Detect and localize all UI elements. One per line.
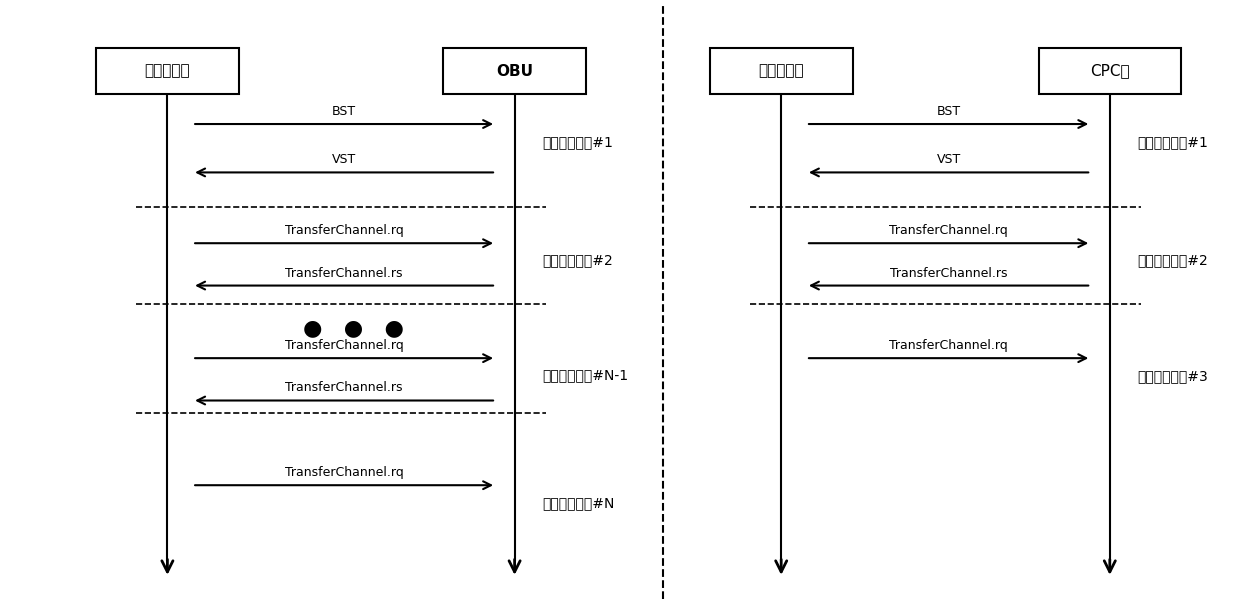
Text: 交易流程节点#1: 交易流程节点#1 xyxy=(542,135,613,149)
Text: TransferChannel.rs: TransferChannel.rs xyxy=(890,267,1007,280)
Text: TransferChannel.rq: TransferChannel.rq xyxy=(889,224,1008,237)
Text: 标识站天线: 标识站天线 xyxy=(759,64,804,79)
FancyBboxPatch shape xyxy=(1039,48,1180,94)
Text: 交易流程节点#3: 交易流程节点#3 xyxy=(1137,369,1208,384)
Text: ●   ●   ●: ● ● ● xyxy=(303,318,404,338)
FancyBboxPatch shape xyxy=(444,48,585,94)
Text: 标识站天线: 标识站天线 xyxy=(145,64,190,79)
Text: OBU: OBU xyxy=(496,64,533,79)
Text: VST: VST xyxy=(936,154,961,166)
FancyBboxPatch shape xyxy=(709,48,853,94)
Text: TransferChannel.rs: TransferChannel.rs xyxy=(285,267,403,280)
Text: TransferChannel.rq: TransferChannel.rq xyxy=(285,466,403,479)
Text: BST: BST xyxy=(936,105,961,118)
Text: VST: VST xyxy=(332,154,356,166)
Text: TransferChannel.rq: TransferChannel.rq xyxy=(285,224,403,237)
Text: 交易流程节点#2: 交易流程节点#2 xyxy=(1137,253,1208,267)
Text: BST: BST xyxy=(332,105,356,118)
Text: TransferChannel.rq: TransferChannel.rq xyxy=(889,339,1008,352)
Text: 交易流程节点#1: 交易流程节点#1 xyxy=(1137,135,1208,149)
FancyBboxPatch shape xyxy=(97,48,238,94)
Text: TransferChannel.rs: TransferChannel.rs xyxy=(285,382,403,394)
Text: 交易流程节点#N: 交易流程节点#N xyxy=(542,496,614,511)
Text: TransferChannel.rq: TransferChannel.rq xyxy=(285,339,403,352)
Text: 交易流程节点#2: 交易流程节点#2 xyxy=(542,253,613,267)
Text: CPC卡: CPC卡 xyxy=(1090,64,1130,79)
Text: 交易流程节点#N-1: 交易流程节点#N-1 xyxy=(542,368,627,382)
